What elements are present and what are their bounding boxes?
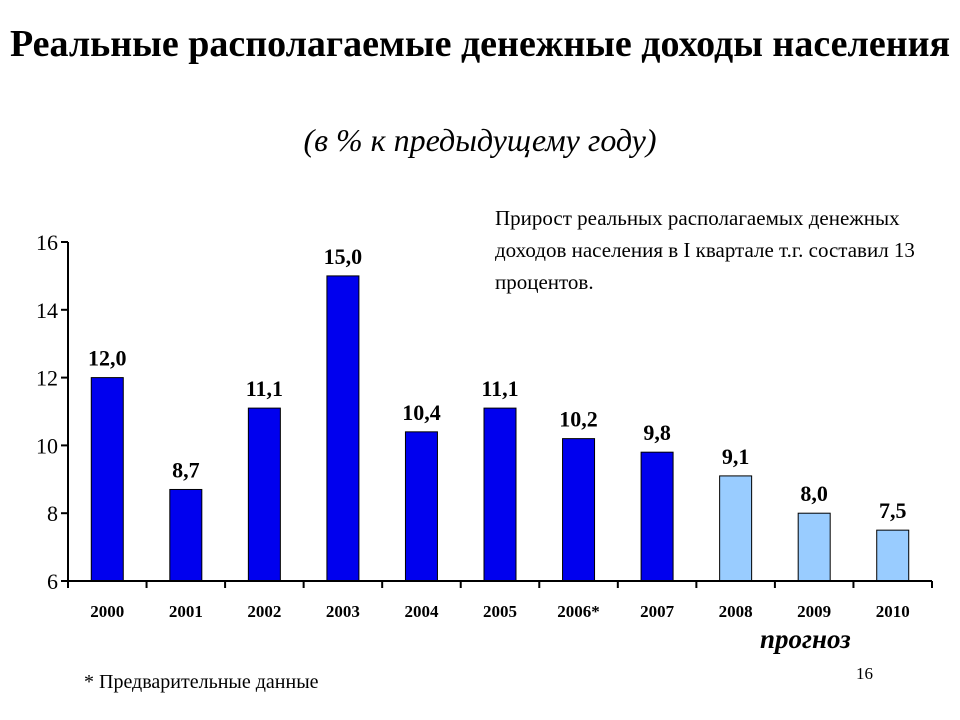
- bar-value-label: 15,0: [324, 244, 363, 269]
- growth-note: Прирост реальных располагаемых денежных …: [495, 206, 915, 294]
- bar: [640, 451, 674, 582]
- forecast-bar: [876, 529, 910, 582]
- bar-value-label: 8,7: [172, 457, 200, 482]
- chart-title: Реальные располагаемые денежные доходы н…: [9, 23, 951, 65]
- x-tick-label: 2001: [169, 602, 203, 621]
- y-tick-label: 14: [36, 298, 58, 323]
- x-tick-label: 2007: [640, 602, 675, 621]
- forecast-bar: [797, 512, 831, 582]
- bar: [404, 431, 438, 582]
- footnote: * Предварительные данные: [84, 671, 319, 693]
- x-tick-label: 2009: [797, 602, 831, 621]
- x-tick-label: 2004: [404, 602, 439, 621]
- x-tick-label: 2010: [876, 602, 910, 621]
- bar: [483, 407, 517, 582]
- x-tick-label: 2006*: [557, 602, 600, 621]
- page-number: 16: [856, 664, 873, 683]
- bar-value-labels: 12,0 8,7 11,1 15,0 10,4 11,1 10,2 9,8 9,1 8,0 7,5: [88, 244, 906, 523]
- bar: [90, 377, 124, 582]
- y-tick-label: 12: [36, 366, 58, 391]
- forecast-label: прогноз: [760, 624, 851, 654]
- bar-value-label: 8,0: [800, 481, 828, 506]
- bar: [169, 488, 203, 582]
- x-axis-ticks: 2000 2001 2002 2003 2004 2005 2006* 2007 2008 200…: [67, 581, 933, 621]
- bars: [90, 275, 910, 582]
- bar-value-label: 11,1: [246, 376, 283, 401]
- y-tick-label: 10: [36, 433, 58, 458]
- bar: [326, 275, 360, 582]
- bar-value-label: 12,0: [88, 346, 127, 371]
- x-tick-label: 2008: [719, 602, 753, 621]
- y-axis-ticks: 6 8 10 12 14 16: [36, 230, 68, 594]
- x-tick-label: 2002: [247, 602, 281, 621]
- x-tick-label: 2003: [326, 602, 360, 621]
- bar-value-label: 11,1: [481, 376, 518, 401]
- x-tick-label: 2000: [90, 602, 124, 621]
- y-tick-label: 6: [47, 569, 58, 594]
- bar-value-label: 10,4: [402, 400, 441, 425]
- y-tick-label: 16: [36, 230, 58, 255]
- bar-value-label: 10,2: [559, 407, 598, 432]
- bar-value-label: 9,1: [722, 444, 750, 469]
- chart-subtitle: (в % к предыдущему году): [303, 122, 657, 158]
- forecast-bar: [719, 475, 753, 582]
- bar-value-label: 9,8: [643, 420, 671, 445]
- y-tick-label: 8: [47, 501, 58, 526]
- x-tick-label: 2005: [483, 602, 517, 621]
- bar: [247, 407, 281, 582]
- bar: [562, 438, 596, 582]
- bar-value-label: 7,5: [879, 498, 907, 523]
